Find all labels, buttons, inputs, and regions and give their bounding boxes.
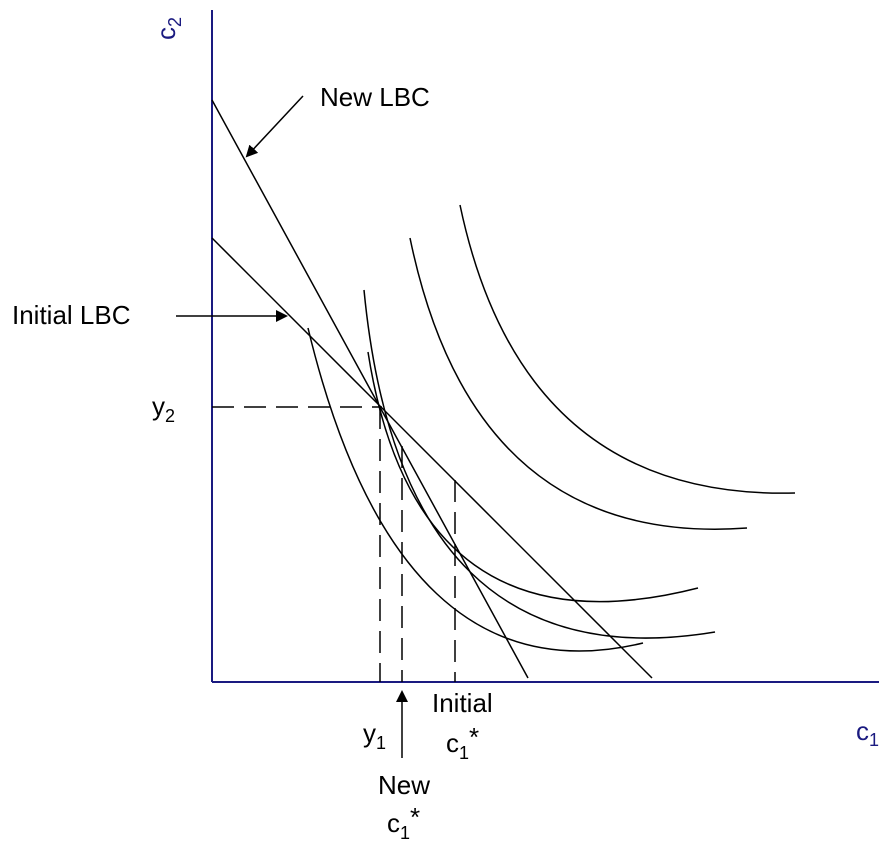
y-axis-label: c2 <box>151 17 185 40</box>
initial-lbc-label: Initial LBC <box>12 300 131 330</box>
y2-label: y2 <box>152 391 175 426</box>
initial-lbc-line <box>211 237 653 679</box>
x-axis-label: c1 <box>856 716 879 750</box>
y1-label: y1 <box>363 718 386 753</box>
initial-c1-word: Initial <box>432 688 493 718</box>
indifference-curve-1 <box>307 327 644 652</box>
new-lbc-label: New LBC <box>320 82 430 112</box>
indifference-curve-2 <box>367 351 699 603</box>
new-c1-symbol: c1* <box>387 802 420 843</box>
new-lbc-arrow <box>245 95 304 158</box>
indifference-curve-3 <box>363 289 716 639</box>
indifference-curve-4 <box>409 237 748 530</box>
new-lbc-line <box>211 99 529 679</box>
initial-c1-symbol: c1* <box>446 722 479 763</box>
indifference-curve-5 <box>459 204 796 494</box>
new-c1-word: New <box>378 770 430 800</box>
